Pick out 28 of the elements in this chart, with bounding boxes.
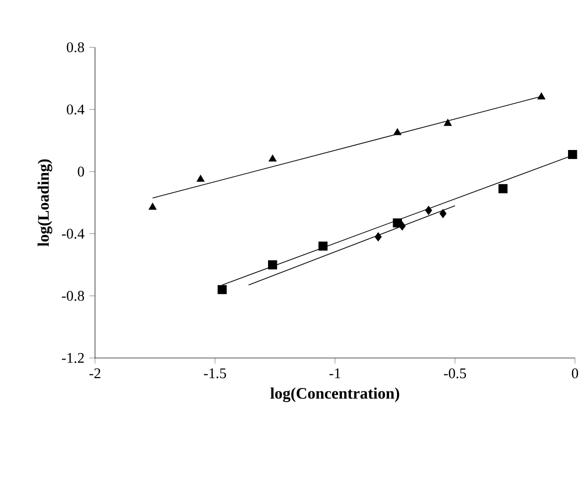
- point: [537, 92, 546, 100]
- y-tick-label: 0: [78, 166, 84, 177]
- point: [392, 218, 402, 228]
- point: [498, 184, 508, 194]
- x-tick-label: -1.5: [204, 368, 226, 378]
- y-tick-label: 0.4: [66, 104, 84, 114]
- y-tick-label: 0.8: [66, 42, 84, 52]
- point: [374, 232, 382, 242]
- point: [425, 206, 432, 215]
- point: [218, 285, 227, 294]
- y-tick-label: -0.4: [62, 228, 84, 239]
- point: [268, 154, 277, 162]
- x-tick-label: 0: [572, 368, 578, 378]
- y-tick-label: -1.2: [62, 353, 84, 363]
- y-tick-label: -0.8: [62, 290, 84, 301]
- x-tick-label: -1: [329, 368, 340, 378]
- x-axis-title: log(Concentration): [270, 388, 400, 402]
- x-tick-label: -2: [89, 368, 100, 378]
- point: [393, 128, 402, 136]
- point: [268, 260, 278, 270]
- x-tick-label: -0.5: [444, 368, 466, 378]
- point: [148, 202, 157, 210]
- point: [440, 208, 446, 218]
- y-axis-title: log(Loading): [38, 159, 52, 246]
- point: [444, 118, 452, 126]
- point: [196, 174, 205, 182]
- point: [568, 150, 578, 160]
- point: [318, 242, 328, 251]
